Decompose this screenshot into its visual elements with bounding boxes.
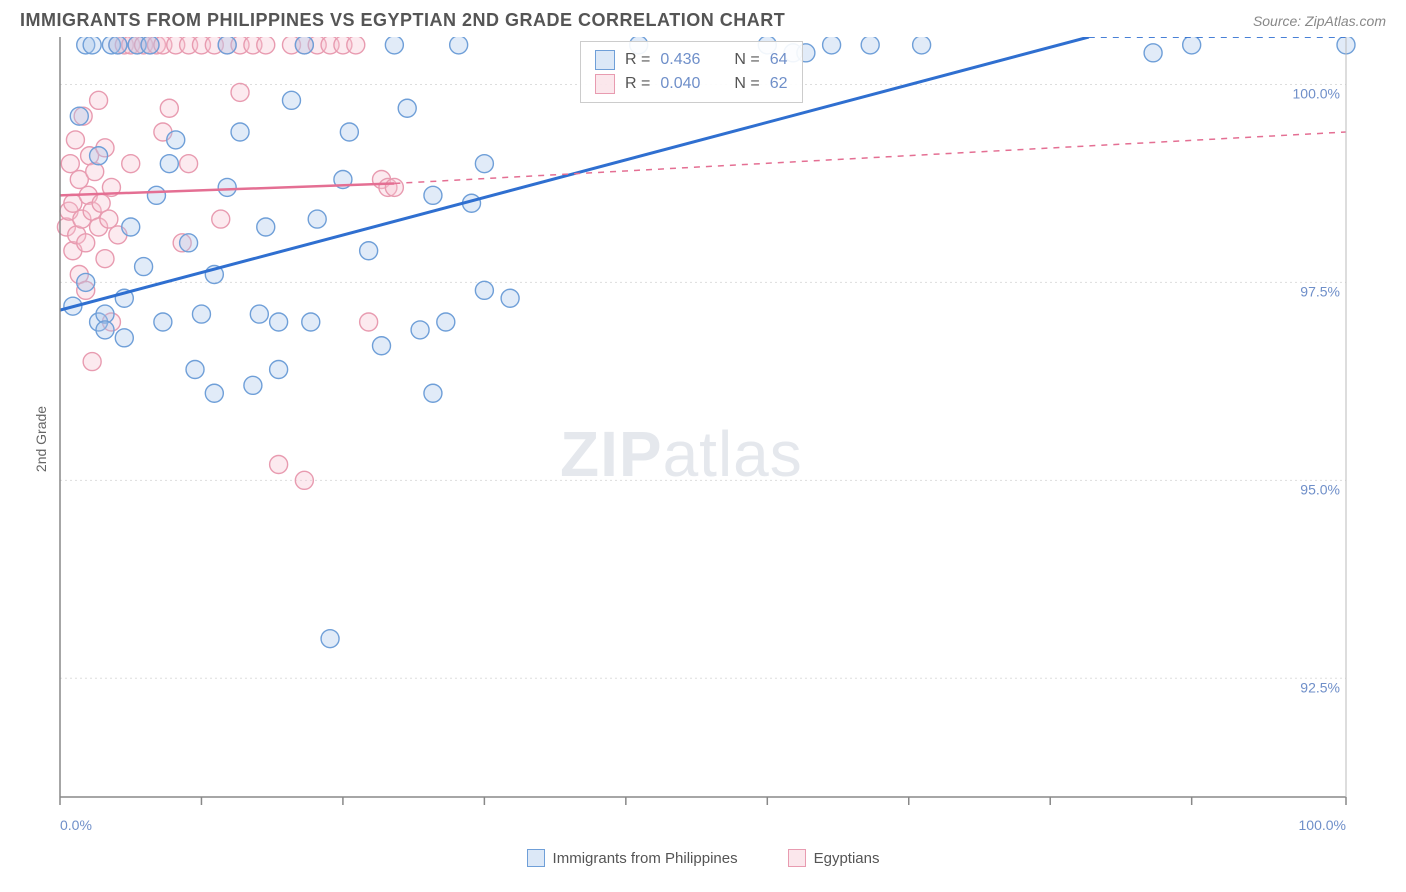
scatter-point: [250, 305, 268, 323]
scatter-point: [244, 376, 262, 394]
scatter-point: [180, 234, 198, 252]
legend-swatch: [788, 849, 806, 867]
scatter-point: [295, 471, 313, 489]
scatter-point: [295, 37, 313, 54]
bottom-legend: Immigrants from Philippines Egyptians: [0, 841, 1406, 867]
scatter-point: [231, 83, 249, 101]
scatter-point: [475, 281, 493, 299]
scatter-point: [77, 273, 95, 291]
scatter-point: [424, 186, 442, 204]
legend-item: Immigrants from Philippines: [527, 849, 738, 867]
scatter-point: [823, 37, 841, 54]
scatter-point: [83, 353, 101, 371]
y-tick-label: 95.0%: [1300, 481, 1340, 497]
legend-label: Egyptians: [814, 850, 880, 867]
scatter-point: [861, 37, 879, 54]
scatter-point: [360, 242, 378, 260]
scatter-point: [913, 37, 931, 54]
scatter-point: [347, 37, 365, 54]
legend-item: Egyptians: [788, 849, 880, 867]
scatter-point: [437, 313, 455, 331]
scatter-point: [205, 384, 223, 402]
scatter-point: [398, 99, 416, 117]
scatter-point: [475, 155, 493, 173]
scatter-point: [308, 210, 326, 228]
scatter-point: [257, 37, 275, 54]
source-attribution: Source: ZipAtlas.com: [1253, 13, 1386, 29]
scatter-point: [167, 131, 185, 149]
y-tick-label: 92.5%: [1300, 679, 1340, 695]
scatter-point: [160, 155, 178, 173]
y-tick-label: 97.5%: [1300, 283, 1340, 299]
scatter-point: [180, 155, 198, 173]
scatter-point: [424, 384, 442, 402]
scatter-point: [141, 37, 159, 54]
scatter-point: [109, 37, 127, 54]
scatter-point: [282, 91, 300, 109]
scatter-point: [186, 361, 204, 379]
scatter-point: [96, 250, 114, 268]
scatter-point: [147, 186, 165, 204]
scatter-point: [90, 147, 108, 165]
scatter-point: [66, 131, 84, 149]
correlation-chart: 2nd Grade 92.5%95.0%97.5%100.0% ZIPatlas…: [20, 37, 1386, 841]
scatter-point: [231, 123, 249, 141]
y-tick-label: 100.0%: [1293, 86, 1340, 102]
scatter-point: [192, 305, 210, 323]
scatter-point: [270, 456, 288, 474]
scatter-point: [96, 321, 114, 339]
stats-row: R =0.040N =62: [595, 72, 788, 96]
x-tick-max: 100.0%: [1299, 817, 1346, 833]
scatter-point: [302, 313, 320, 331]
scatter-point: [340, 123, 358, 141]
scatter-point: [83, 37, 101, 54]
stats-row: R =0.436N =64: [595, 48, 788, 72]
stats-legend-box: R =0.436N =64R =0.040N =62: [580, 41, 803, 103]
scatter-point: [77, 234, 95, 252]
scatter-point: [90, 91, 108, 109]
scatter-point: [122, 218, 140, 236]
chart-svg: 92.5% 95.0% 97.5% 100.0%: [20, 37, 1386, 817]
page-title: IMMIGRANTS FROM PHILIPPINES VS EGYPTIAN …: [20, 10, 785, 31]
scatter-point: [122, 155, 140, 173]
scatter-point: [411, 321, 429, 339]
scatter-point: [321, 630, 339, 648]
scatter-point: [218, 37, 236, 54]
x-axis-labels: 0.0% 100.0%: [20, 817, 1386, 841]
scatter-point: [160, 99, 178, 117]
scatter-point: [115, 329, 133, 347]
scatter-point: [373, 337, 391, 355]
scatter-point: [270, 361, 288, 379]
y-axis-label: 2nd Grade: [33, 406, 49, 472]
scatter-point: [86, 163, 104, 181]
scatter-point: [270, 313, 288, 331]
scatter-point: [385, 37, 403, 54]
scatter-point: [154, 313, 172, 331]
x-tick-min: 0.0%: [60, 817, 92, 833]
scatter-point: [360, 313, 378, 331]
scatter-point: [135, 258, 153, 276]
legend-label: Immigrants from Philippines: [553, 850, 738, 867]
legend-swatch: [527, 849, 545, 867]
scatter-point: [70, 107, 88, 125]
scatter-point: [501, 289, 519, 307]
scatter-point: [218, 178, 236, 196]
scatter-point: [1183, 37, 1201, 54]
scatter-point: [385, 178, 403, 196]
scatter-point: [100, 210, 118, 228]
scatter-point: [257, 218, 275, 236]
scatter-point: [1144, 44, 1162, 62]
scatter-point: [212, 210, 230, 228]
scatter-point: [450, 37, 468, 54]
scatter-point: [61, 155, 79, 173]
trend-line-dashed: [394, 132, 1346, 183]
